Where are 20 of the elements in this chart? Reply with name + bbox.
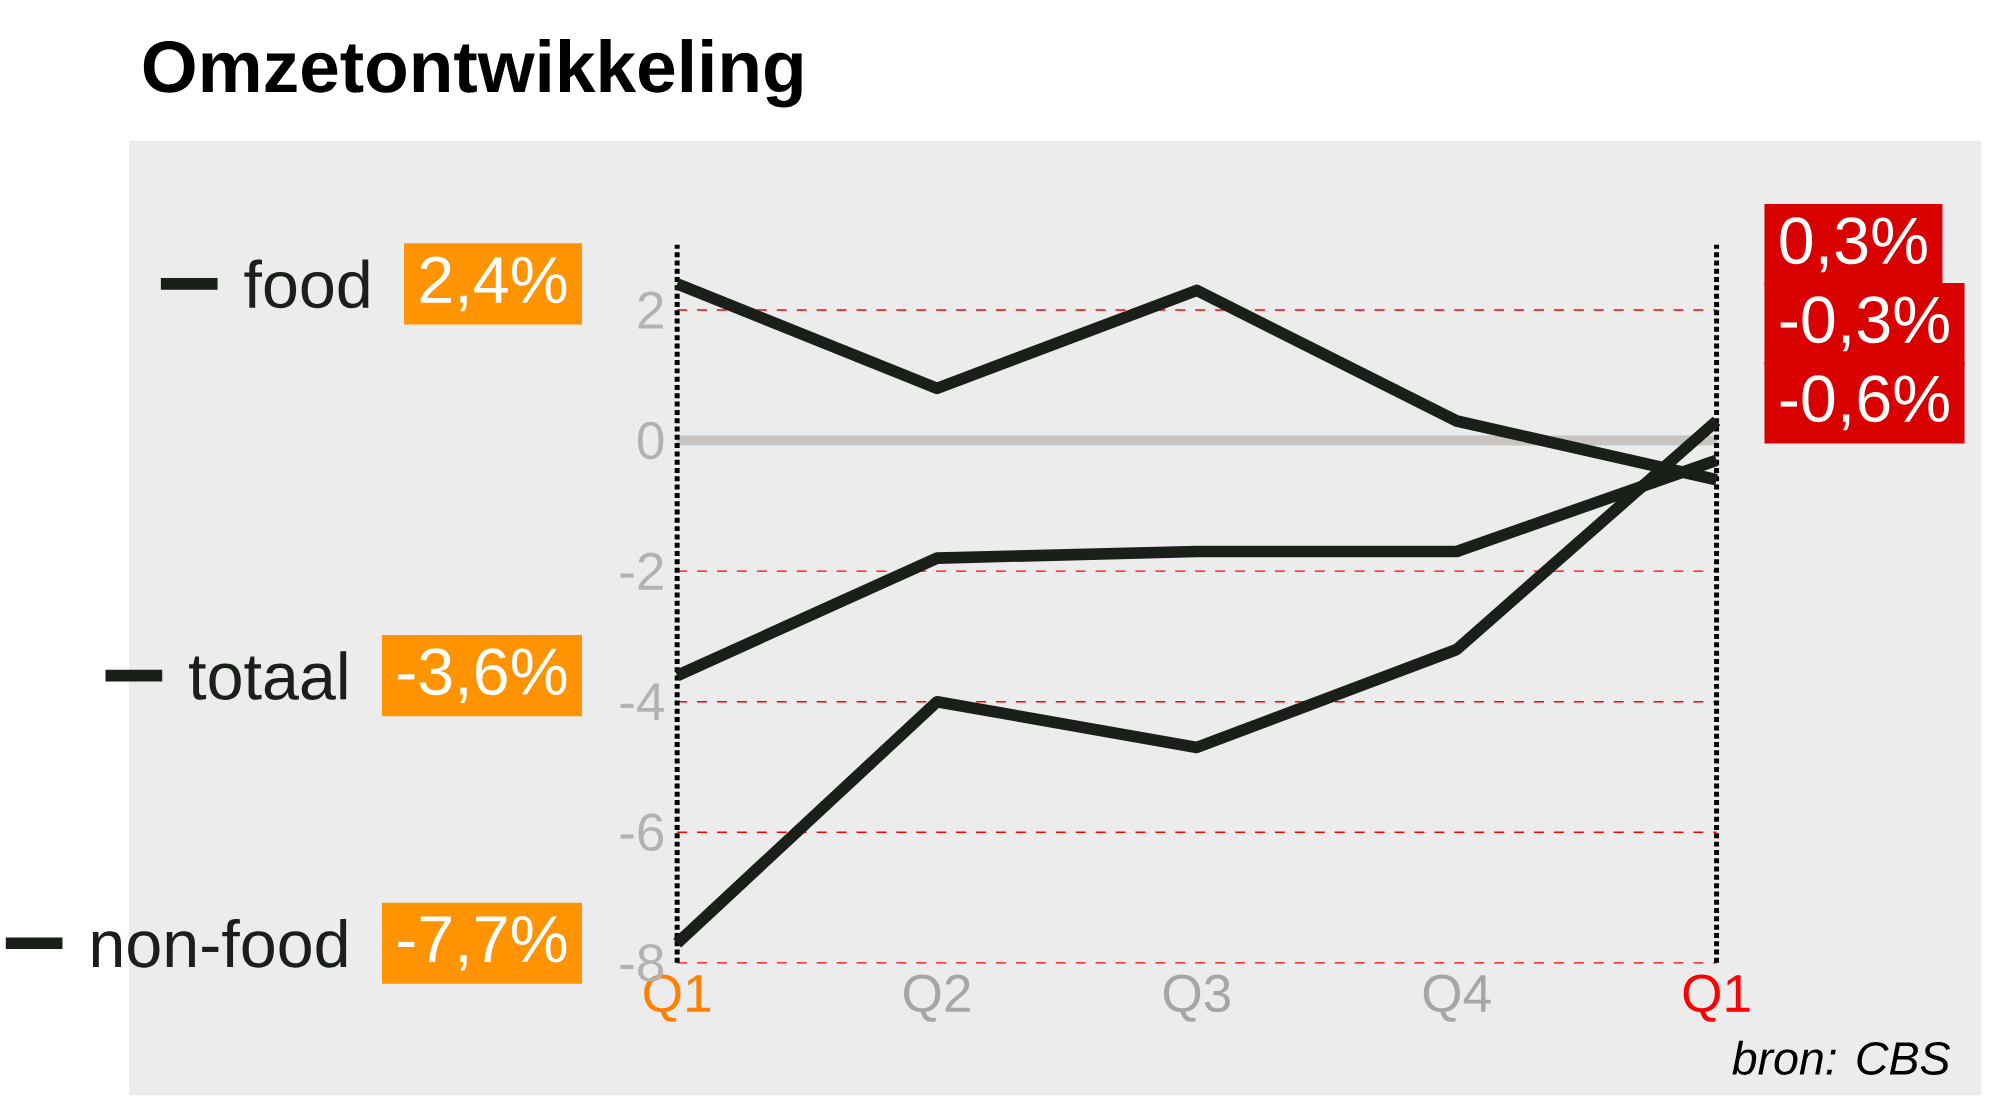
y-tick-label: 0 [637,421,664,460]
y-tick-label: -2 [620,552,663,590]
data-label: -3,6% [398,648,567,704]
x-tick-label: Q2 [904,974,970,1022]
x-tick-label: Q1 [1683,974,1750,1022]
y-tick-label: -4 [620,683,664,720]
x-tick-label: Q4 [1423,974,1491,1022]
y-tick-label: 2 [638,291,663,329]
y-tick-label: -6 [620,813,664,852]
legend-label: non-food [92,918,347,968]
data-label: 2,4% [420,256,567,312]
data-label: -0,6% [1780,375,1949,431]
legend-label: food [244,259,369,309]
legend-label: totaal [189,651,347,700]
data-label: -0,3% [1780,296,1949,352]
text: bron: CBS [1732,1040,1951,1075]
x-tick-label: Q3 [1163,974,1230,1022]
data-label: -7,7% [398,915,567,971]
chart-title: Omzetontwikkeling [143,39,802,108]
data-label: 0,3% [1780,217,1927,273]
